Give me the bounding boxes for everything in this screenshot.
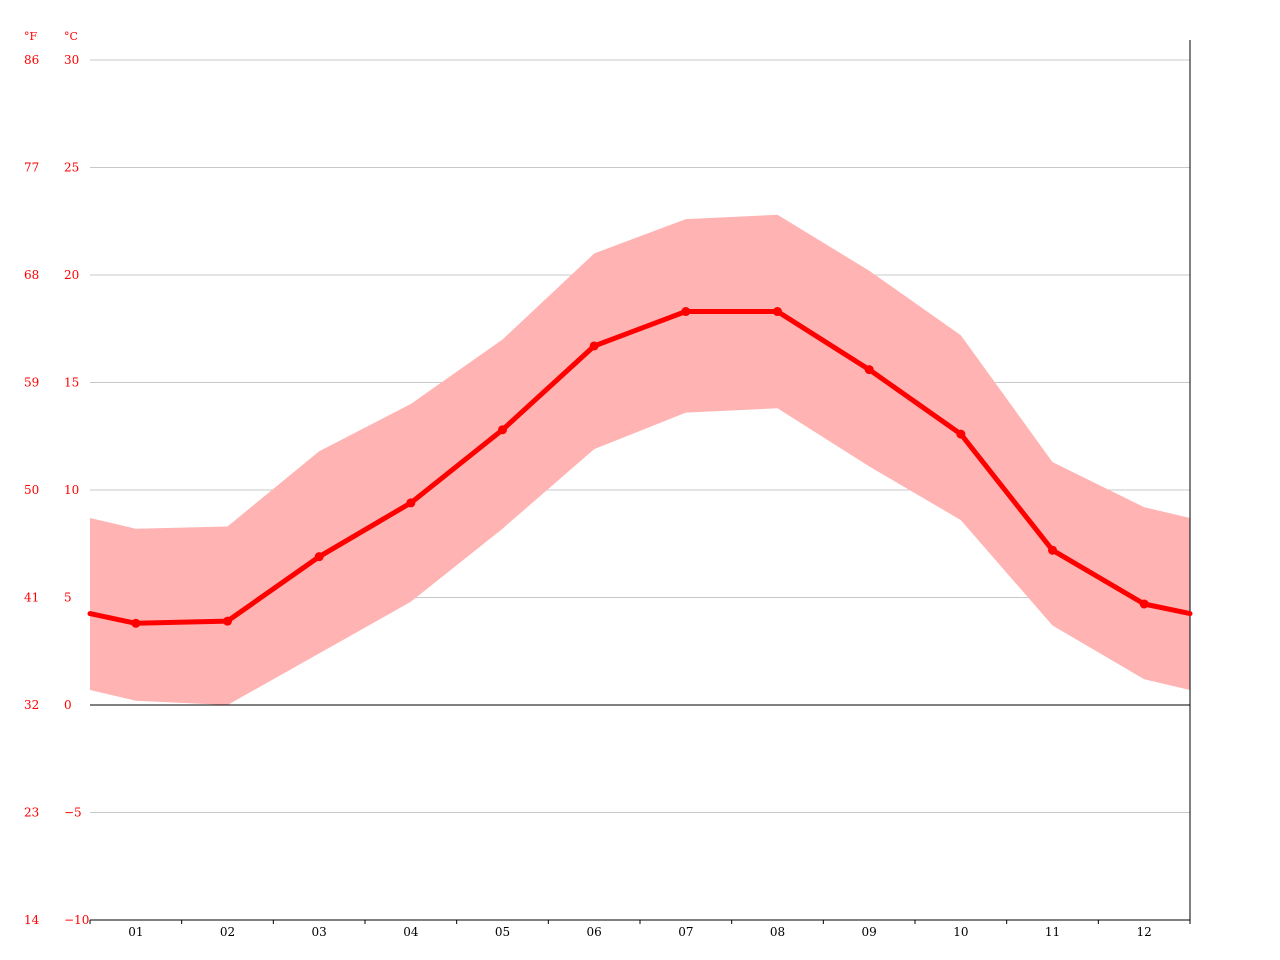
y-tick-label-c: 30 <box>64 53 79 67</box>
x-tick-label: 09 <box>862 925 877 939</box>
mean-point <box>498 425 507 435</box>
y-tick-label-f: 77 <box>24 161 39 175</box>
mean-point <box>223 616 232 626</box>
x-tick-label: 05 <box>495 925 510 939</box>
x-tick-label: 11 <box>1045 925 1060 939</box>
y-tick-label-c: 10 <box>64 483 79 497</box>
y-tick-label-c: 15 <box>64 376 79 390</box>
axes <box>89 40 1191 924</box>
mean-point <box>589 341 599 351</box>
mean-point <box>1048 545 1057 555</box>
y-tick-label-f: 32 <box>24 698 39 712</box>
y-tick-label-f: 50 <box>24 483 39 497</box>
mean-point <box>314 552 324 562</box>
y-tick-label-f: 59 <box>24 376 39 390</box>
y-tick-label-c: 25 <box>64 161 79 175</box>
y-tick-label-f: 14 <box>24 913 40 927</box>
y-tick-label-f: 41 <box>24 591 39 605</box>
mean-point <box>956 429 966 439</box>
y-tick-label-f: 86 <box>24 53 39 67</box>
mean-line <box>87 309 1193 626</box>
mean-point <box>681 307 691 317</box>
min-max-band-area <box>90 214 1190 706</box>
x-tick-label: 02 <box>220 925 235 939</box>
y-tick-label-c: −10 <box>64 913 89 927</box>
mean-point <box>864 365 874 375</box>
y-tick-label-c: 0 <box>64 698 72 712</box>
y-tick-label-f: 68 <box>24 268 39 282</box>
y-tick-labels: 86 30 77 25 68 20 59 15 50 10 41 5 32 0 23 −5 14 −10 <box>24 53 89 927</box>
mean-point <box>773 307 782 317</box>
unit-fahrenheit-label: °F <box>24 30 38 43</box>
mean-points <box>131 307 1149 628</box>
x-tick-label: 06 <box>587 925 602 939</box>
x-tick-label: 08 <box>770 925 785 939</box>
x-tick-label: 01 <box>128 925 143 939</box>
x-tick-label: 12 <box>1137 925 1152 939</box>
y-tick-label-c: 20 <box>64 268 79 282</box>
min-max-band <box>90 214 1190 706</box>
mean-point <box>131 618 141 628</box>
x-tick-labels: 01 02 03 04 05 06 07 08 09 10 11 12 <box>128 925 1152 939</box>
mean-point <box>406 498 416 508</box>
y-tick-label-f: 23 <box>24 806 39 820</box>
y-tick-label-c: −5 <box>64 806 82 820</box>
mean-point <box>1139 599 1149 609</box>
x-tick-label: 04 <box>403 925 419 939</box>
x-tick-label: 07 <box>678 925 693 939</box>
x-tick-label: 10 <box>953 925 968 939</box>
y-tick-label-c: 5 <box>64 591 72 605</box>
x-tick-label: 03 <box>312 925 327 939</box>
mean-line-path <box>87 309 1193 626</box>
unit-celsius-label: °C <box>64 30 78 43</box>
